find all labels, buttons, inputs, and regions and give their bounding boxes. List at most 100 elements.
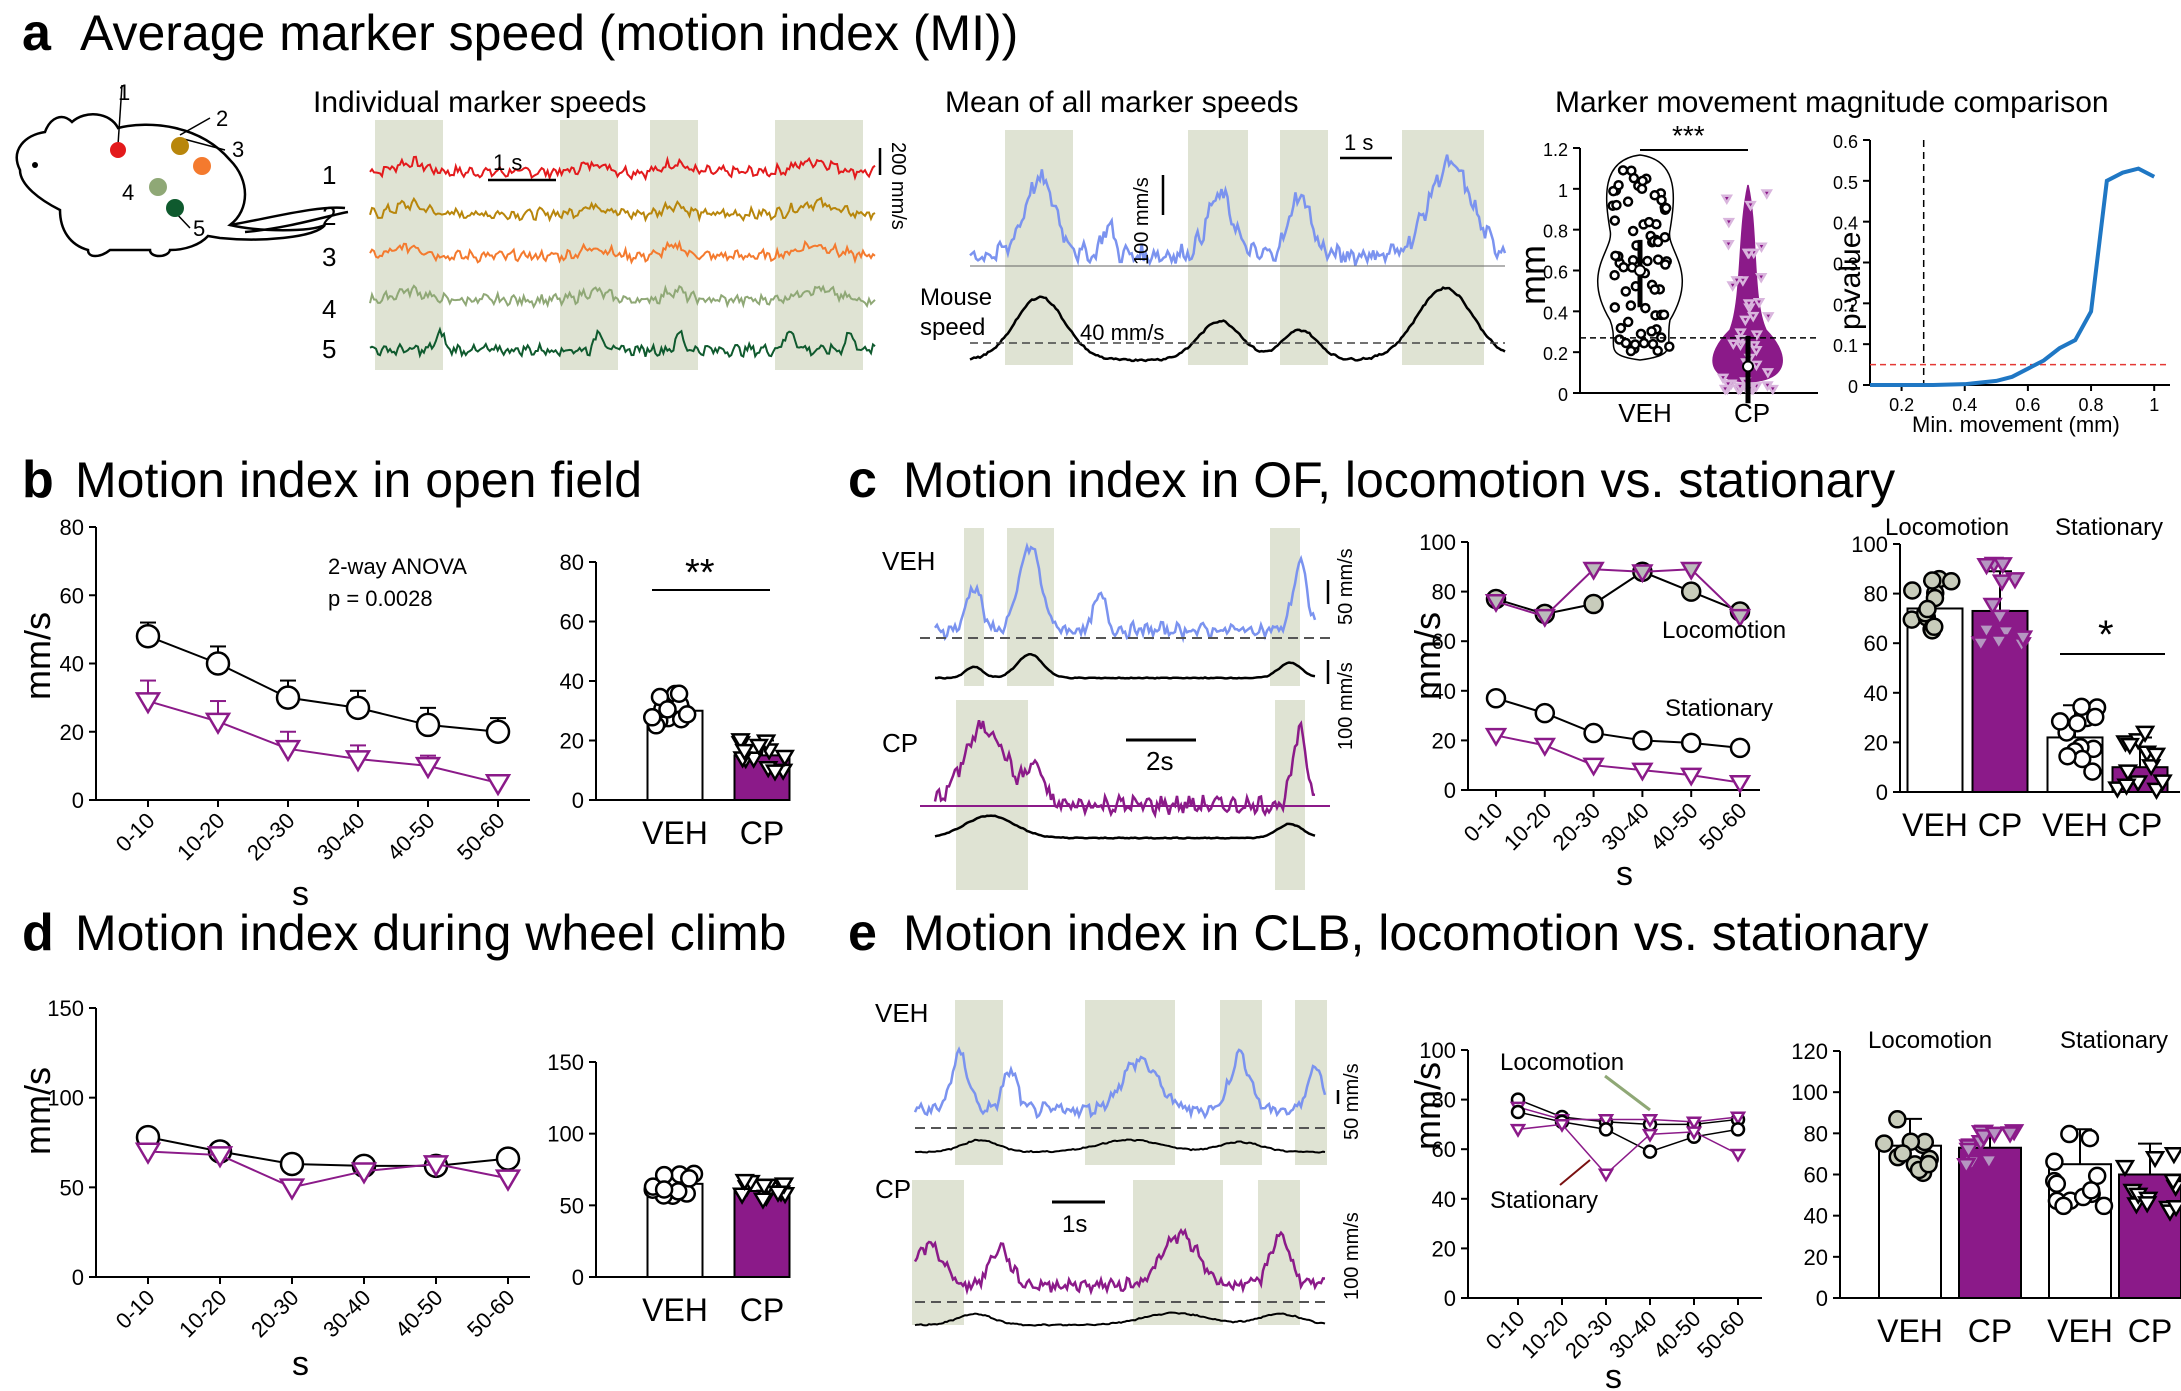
panel-c-cp-mi-trace xyxy=(933,720,1316,819)
c-bar-data-point xyxy=(1942,572,1961,591)
violin-veh-point xyxy=(1620,337,1632,349)
e-bar-y-tick-label: 20 xyxy=(1804,1245,1828,1270)
b-bar-y-tick-label: 60 xyxy=(560,610,584,635)
marker-5-speed-trace xyxy=(369,326,876,359)
c-line-point xyxy=(1680,561,1703,581)
e-line-point xyxy=(1597,1113,1615,1128)
c-line-point xyxy=(1583,722,1604,744)
violin-veh-point xyxy=(1652,254,1664,265)
violin-cp-point xyxy=(1755,242,1768,254)
pvalue-x-tick-label: 0.8 xyxy=(2079,395,2104,415)
violin-y-tick-label: 1.2 xyxy=(1543,140,1568,160)
d-bar-y-tick-label: 50 xyxy=(560,1193,584,1218)
e-bar-data-point xyxy=(2144,1150,2166,1169)
c-bar-data-point xyxy=(1923,571,1942,590)
pvalue-y-tick-label: 0.5 xyxy=(1833,173,1858,193)
violin-cp-point xyxy=(1736,276,1750,287)
violin-cp-point xyxy=(1721,379,1735,391)
e-bar-y-tick-label: 100 xyxy=(1791,1080,1828,1105)
b-bar-data-point xyxy=(764,764,786,782)
c-bar-data-point xyxy=(2068,713,2087,733)
violin-y-tick-label: 0 xyxy=(1558,385,1568,405)
e-line-y-tick-label: 60 xyxy=(1432,1137,1456,1162)
panel-c-veh-band xyxy=(964,528,984,686)
pvalue-y-tick-label: 0.2 xyxy=(1833,295,1858,315)
c-bar-data-point xyxy=(2117,764,2139,782)
e-line-series-line xyxy=(1517,1106,1739,1123)
violin-cp-point xyxy=(1750,360,1763,372)
b-bar-y-tick-label: 0 xyxy=(572,788,584,813)
e-line-point xyxy=(1598,1122,1614,1137)
panel-e-cp-band xyxy=(1258,1180,1300,1325)
individual-time-scale-label: 1 s xyxy=(493,150,522,175)
d-line-point xyxy=(134,1142,162,1165)
panel-c-trace-veh-label: VEH xyxy=(882,546,935,576)
violin-veh-point xyxy=(1609,302,1621,313)
violin-veh-point xyxy=(1649,190,1661,201)
panel-d-title: Motion index during wheel climb xyxy=(75,905,786,961)
trace-label-4: 4 xyxy=(322,294,336,324)
violin-veh-point xyxy=(1635,328,1647,340)
violin-significance: *** xyxy=(1672,120,1705,151)
c-line-y-tick-label: 0 xyxy=(1444,778,1456,803)
violin-veh-point xyxy=(1659,231,1671,243)
pvalue-y-tick-label: 0.4 xyxy=(1833,214,1858,234)
e-bar-category-label: VEH xyxy=(2047,1313,2113,1349)
c-bar-data-point xyxy=(2152,774,2173,792)
panel-c-letter: c xyxy=(848,451,877,509)
panel-c-time-scale-label: 2s xyxy=(1146,746,1173,776)
individual-locomotion-band xyxy=(375,120,443,370)
e-bar-data-point xyxy=(2080,1128,2100,1148)
e-bar-category-label: CP xyxy=(2128,1313,2172,1349)
violin-y-tick-label: 1 xyxy=(1558,181,1568,201)
b-line-point xyxy=(345,695,371,721)
b-line-y-tick-label: 20 xyxy=(60,720,84,745)
violin-ylabel: mm xyxy=(1512,245,1553,305)
panel-c-bar-stationary-title: Stationary xyxy=(2055,514,2163,541)
trace-label-2: 2 xyxy=(322,201,336,231)
violin-veh-point xyxy=(1611,199,1622,211)
c-bar-data-point xyxy=(1976,558,1997,576)
violin-cp-point xyxy=(1747,341,1761,352)
panel-a-individual-title: Individual marker speeds xyxy=(313,86,647,119)
anova-line1: 2-way ANOVA xyxy=(328,554,467,579)
mean-locomotion-band xyxy=(1402,130,1484,365)
panel-b-letter: b xyxy=(22,451,54,509)
b-line-x-tick-label: 40-50 xyxy=(382,808,439,865)
violin-veh-point xyxy=(1660,202,1672,214)
e-line-y-tick-label: 100 xyxy=(1419,1038,1456,1063)
violin-veh-point xyxy=(1620,286,1632,297)
marker-4-dot xyxy=(149,178,167,196)
c-bar-category-label: CP xyxy=(2118,807,2162,843)
d-bar-data-point xyxy=(767,1185,789,1203)
c-line-y-tick-label: 100 xyxy=(1419,530,1456,555)
panel-c-ylabel: mm/s xyxy=(1407,612,1448,700)
violin-veh-point xyxy=(1609,215,1621,226)
c-line-x-tick-label: 10-20 xyxy=(1499,798,1556,855)
panel-e-cp-speed-trace xyxy=(914,1311,1326,1327)
violin-y-tick-label: 0.2 xyxy=(1543,344,1568,364)
d-line-x-tick-label: 50-60 xyxy=(462,1285,519,1342)
violin-veh-point xyxy=(1656,194,1667,206)
d-line-series-line xyxy=(147,1150,509,1189)
d-bar-y-tick-label: 150 xyxy=(547,1050,584,1075)
violin-veh-point xyxy=(1622,316,1634,328)
violin-median xyxy=(1634,264,1646,277)
violin-veh-point xyxy=(1649,284,1660,295)
e-line-x-tick-label: 10-20 xyxy=(1516,1306,1573,1363)
d-line-point xyxy=(350,1162,378,1185)
c-bar-data-point xyxy=(2072,749,2092,769)
panel-e-xlabel: s xyxy=(1605,1358,1622,1391)
d-bar-y-tick-label: 100 xyxy=(547,1122,584,1147)
panel-c-locomotion-label: Locomotion xyxy=(1662,617,1786,644)
panel-c-cp-band xyxy=(1275,700,1305,890)
e-bar-y-tick-label: 60 xyxy=(1804,1163,1828,1188)
panel-b-title: Motion index in open field xyxy=(75,452,642,508)
b-bar-category-label: CP xyxy=(740,815,784,851)
b-bar-data-point xyxy=(774,749,795,768)
e-bar-data-point xyxy=(2094,1196,2114,1216)
c-line-point xyxy=(1728,775,1752,795)
c-bar-y-tick-label: 0 xyxy=(1876,780,1888,805)
pvalue-curve xyxy=(1870,166,2156,387)
